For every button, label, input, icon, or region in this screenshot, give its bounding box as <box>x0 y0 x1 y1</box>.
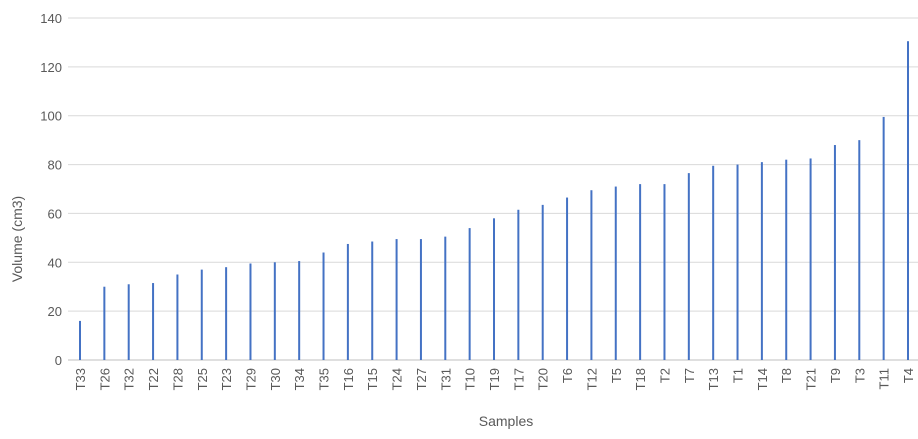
x-tick-label: T18 <box>633 368 648 390</box>
x-tick-label: T17 <box>511 368 526 390</box>
bar-t24 <box>395 239 398 360</box>
bar-t32 <box>127 284 130 360</box>
y-tick-label: 40 <box>48 255 62 270</box>
x-tick-label: T34 <box>292 368 307 390</box>
bar-t13 <box>712 165 715 360</box>
bar-t9 <box>833 145 836 360</box>
x-tick-label: T32 <box>122 368 137 390</box>
x-tick-label: T35 <box>317 368 332 390</box>
x-tick-label: T30 <box>268 368 283 390</box>
bar-t12 <box>590 190 593 360</box>
x-tick-label: T3 <box>852 368 867 383</box>
bar-t6 <box>566 197 569 360</box>
y-tick-label: 100 <box>40 109 62 124</box>
bar-t31 <box>444 236 447 360</box>
bar-t4 <box>907 41 909 360</box>
x-tick-label: T9 <box>828 368 843 383</box>
bar-t28 <box>176 274 179 360</box>
x-tick-label: T2 <box>657 368 672 383</box>
x-tick-label: T23 <box>219 368 234 390</box>
x-tick-label: T7 <box>682 368 697 383</box>
x-tick-label: T1 <box>731 368 746 383</box>
x-tick-label: T11 <box>877 368 892 389</box>
x-tick-label: T14 <box>755 368 770 390</box>
x-tick-label: T4 <box>901 368 916 383</box>
bar-t2 <box>663 184 666 360</box>
bar-t7 <box>687 173 690 360</box>
x-tick-label: T24 <box>390 368 405 390</box>
x-axis-title: Samples <box>479 413 533 429</box>
x-tick-label: T6 <box>560 368 575 383</box>
x-tick-label: T12 <box>584 368 599 390</box>
bar-t3 <box>858 140 861 360</box>
x-tick-label: T15 <box>365 368 380 390</box>
bar-t20 <box>541 204 544 360</box>
bar-t30 <box>273 262 276 360</box>
y-tick-label: 80 <box>48 158 62 173</box>
y-axis-ticks: 0 20 40 60 80 100 120 140 <box>40 11 62 368</box>
y-tick-label: 20 <box>48 304 62 319</box>
bar-t1 <box>736 164 739 360</box>
bar-t21 <box>809 158 812 360</box>
y-axis-title: Volume (cm3) <box>9 196 25 282</box>
bar-t33 <box>79 320 81 360</box>
y-tick-label: 0 <box>55 353 62 368</box>
bar-t35 <box>322 252 325 360</box>
x-tick-label: T13 <box>706 368 721 390</box>
bar-t18 <box>639 184 642 360</box>
bar-t22 <box>152 283 155 360</box>
x-tick-label: T27 <box>414 368 429 390</box>
bar-t16 <box>346 243 349 360</box>
x-tick-label: T16 <box>341 368 356 390</box>
x-tick-label: T28 <box>170 368 185 390</box>
x-tick-label: T22 <box>146 368 161 390</box>
y-tick-label: 120 <box>40 60 62 75</box>
bar-t15 <box>371 241 374 360</box>
x-tick-label: T5 <box>609 368 624 383</box>
x-tick-label: T25 <box>195 368 210 390</box>
x-tick-label: T31 <box>438 368 453 390</box>
bar-t26 <box>103 286 106 360</box>
bar-t11 <box>882 116 885 360</box>
bar-t8 <box>785 159 788 360</box>
bar-t10 <box>468 228 471 360</box>
x-tick-label: T21 <box>804 368 819 390</box>
x-tick-label: T33 <box>73 368 88 390</box>
bar-t25 <box>200 269 203 360</box>
x-tick-label: T29 <box>243 368 258 390</box>
x-tick-label: T20 <box>536 368 551 390</box>
y-tick-label: 140 <box>40 11 62 26</box>
x-tick-label: T19 <box>487 368 502 390</box>
bar-t23 <box>225 267 228 360</box>
y-tick-label: 60 <box>48 206 62 221</box>
bar-t14 <box>760 162 763 360</box>
x-tick-label: T8 <box>779 368 794 383</box>
x-tick-label: T10 <box>463 368 478 390</box>
x-tick-label: T26 <box>97 368 112 390</box>
bar-t19 <box>493 218 495 360</box>
bar-t27 <box>419 239 422 360</box>
bar-t5 <box>614 186 617 360</box>
x-axis-ticks: T33 T26 T32 T22 T28 T25 T23 T29 T30 T34 T35 T16 T15 T… <box>73 368 916 390</box>
bar-t34 <box>298 261 301 360</box>
bar-t29 <box>249 263 252 360</box>
bar-t17 <box>517 209 520 360</box>
bars <box>79 41 909 360</box>
